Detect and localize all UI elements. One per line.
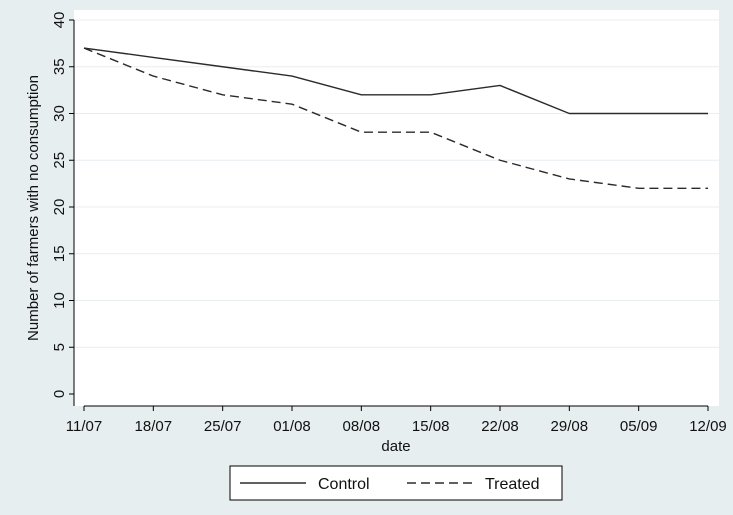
axis-labels: date Number of farmers with no consumpti… [25, 75, 411, 455]
x-tick-label-7: 29/08 [551, 418, 589, 435]
y-tick-label-3: 15 [51, 245, 68, 262]
legend-label-control: Control [318, 476, 370, 493]
plot-background [74, 10, 719, 406]
y-tick-label-2: 10 [51, 292, 68, 309]
y-tick-label-1: 5 [51, 343, 68, 351]
y-tick-label-5: 25 [51, 152, 68, 169]
x-tick-label-1: 18/07 [135, 418, 173, 435]
x-tick-label-6: 22/08 [481, 418, 519, 435]
series-lines [83, 47, 708, 190]
x-tick-label-5: 15/08 [412, 418, 450, 435]
x-tick-label-0: 11/07 [66, 418, 102, 435]
series-line-treated [83, 47, 708, 190]
axes: 0 5 10 15 20 25 30 35 40 11/07 18/07 25/07 01/08 08/0… [51, 12, 727, 435]
x-tick-label-8: 05/09 [620, 418, 658, 435]
y-tick-label-8: 40 [51, 12, 68, 29]
gridlines [74, 19, 719, 348]
y-tick-label-0: 0 [51, 390, 68, 398]
y-tick-label-4: 20 [51, 199, 68, 216]
x-tick-label-3: 01/08 [273, 418, 311, 435]
y-axis-label: Number of farmers with no consumption [25, 75, 42, 341]
legend: Control Treated [229, 465, 563, 501]
legend-label-treated: Treated [485, 476, 540, 493]
y-tick-label-6: 30 [51, 105, 68, 122]
x-tick-label-4: 08/08 [343, 418, 381, 435]
x-tick-label-9: 12/09 [689, 418, 727, 435]
x-axis-label: date [381, 438, 410, 455]
x-tick-label-2: 25/07 [204, 418, 242, 435]
y-tick-label-7: 35 [51, 58, 68, 75]
series-line-control [83, 47, 708, 115]
